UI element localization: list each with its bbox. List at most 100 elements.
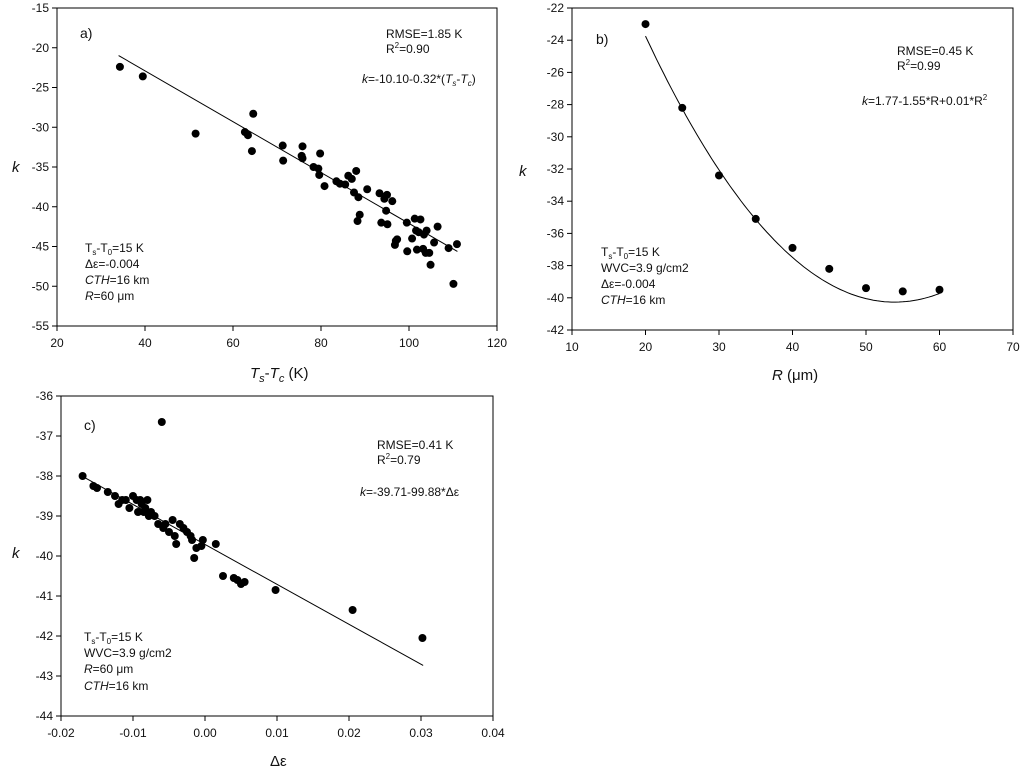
- panel-b-ylabel: k: [519, 163, 528, 180]
- panel-a-ytick-label: -35: [32, 160, 50, 174]
- panel-a-point: [191, 129, 200, 138]
- panel-b-xtick-label: 50: [859, 340, 873, 354]
- panel-a-ytick-label: -25: [32, 81, 50, 95]
- panel-b-cond-deps: Δε=-0.004: [601, 277, 656, 291]
- panel-b-point: [862, 284, 870, 293]
- panel-a-point: [382, 206, 391, 215]
- panel-a-point: [408, 234, 417, 243]
- panel-c-xtick-label: 0.01: [265, 726, 289, 740]
- panel-c-ytick-label: -44: [36, 709, 54, 723]
- panel-c-cond-cth: CTH=16 km: [84, 679, 148, 693]
- panel-a-point: [316, 149, 325, 158]
- panel-c-point: [418, 634, 427, 642]
- panel-b-cond-wvc: WVC=3.9 g/cm2: [601, 261, 689, 275]
- panel-c-point: [168, 516, 177, 524]
- panel-a-point: [352, 166, 361, 175]
- panel-a-point: [115, 62, 124, 71]
- panel-a-point: [449, 279, 458, 288]
- panel-a-ylabel: k: [12, 159, 21, 176]
- panel-b-ytick-label: -24: [547, 33, 565, 47]
- panel-a-ytick-label: -20: [32, 41, 50, 55]
- panel-c-point: [211, 540, 220, 548]
- panel-c-cond-wvc: WVC=3.9 g/cm2: [84, 646, 172, 660]
- panel-a-ytick-label: -15: [32, 1, 50, 15]
- panel-c-r2: R2=0.79: [377, 452, 421, 467]
- panel-a-point: [416, 215, 425, 224]
- panel-a-point: [422, 226, 431, 235]
- panel-b-ytick-label: -26: [547, 65, 565, 79]
- panel-a-point: [452, 240, 461, 249]
- panel-c-ytick-label: -37: [36, 429, 54, 443]
- panel-c-point: [141, 504, 150, 512]
- panel-c-cond-r: R=60 μm: [84, 662, 133, 676]
- panel-b-ytick-label: -38: [547, 259, 565, 273]
- panel-a-point: [298, 154, 307, 163]
- panel-a-xtick-label: 20: [50, 336, 64, 350]
- panel-c-point: [197, 542, 206, 550]
- panel-b: -22 -24 -26 -28 -30 -32 -34 -36 -38 -40 -42 10 20 30…: [519, 1, 1020, 384]
- panel-b-ytick-label: -22: [547, 1, 565, 15]
- panel-a-point: [314, 164, 323, 173]
- panel-a-xtick-label: 120: [487, 336, 507, 350]
- panel-c-yticks: -36 -37 -38 -39 -40 -41 -42 -43 -44: [36, 389, 61, 723]
- panel-a-point: [347, 174, 356, 183]
- panel-c-point: [271, 586, 280, 594]
- panel-a-point: [279, 156, 288, 165]
- panel-c-xtick-label: -0.01: [119, 726, 147, 740]
- panel-a-label: a): [80, 25, 92, 41]
- panel-c-xticks: -0.02 -0.01 0.00 0.01 0.02 0.03 0.04: [47, 716, 505, 740]
- panel-b-point: [678, 103, 687, 112]
- panel-a: -15 -20 -25 -30 -35 -40 -45 -50 -55 20 40 60 80 100 1…: [12, 1, 507, 385]
- panel-a-point: [243, 131, 252, 140]
- panel-a-point: [249, 109, 258, 118]
- panel-a-cond-r: R=60 μm: [85, 289, 134, 303]
- panel-c-xtick-label: 0.04: [481, 726, 505, 740]
- panel-a-r2: R2=0.90: [386, 41, 430, 56]
- panel-a-point: [383, 220, 392, 229]
- panel-b-xlabel: R (μm): [772, 367, 818, 384]
- panel-a-yticks: -15 -20 -25 -30 -35 -40 -45 -50 -55: [32, 1, 57, 333]
- panel-a-point: [341, 180, 350, 189]
- panel-b-xtick-label: 70: [1006, 340, 1020, 354]
- panel-b-point: [641, 20, 650, 29]
- panel-b-r2: R2=0.99: [897, 58, 941, 73]
- panel-a-ytick-label: -55: [32, 319, 50, 333]
- panel-c-label: c): [84, 417, 96, 433]
- panel-b-cond-cth: CTH=16 km: [601, 293, 665, 307]
- panel-b-xtick-label: 20: [639, 340, 653, 354]
- panel-c-point: [219, 572, 227, 580]
- panel-b-rmse: RMSE=0.45 K: [897, 44, 973, 58]
- panel-c-point: [134, 508, 143, 516]
- panel-c-ytick-label: -38: [36, 469, 54, 483]
- panel-b-label: b): [596, 31, 608, 47]
- panel-c-point: [157, 418, 166, 426]
- panel-a-cond-ts: Ts-T0=15 K: [85, 241, 144, 257]
- panel-c-fit-line: [82, 476, 424, 666]
- panel-a-point: [412, 245, 421, 254]
- panel-b-ytick-label: -34: [547, 194, 565, 208]
- panel-b-ytick-label: -32: [547, 162, 565, 176]
- panel-b-ytick-label: -40: [547, 291, 565, 305]
- panel-a-point: [298, 142, 307, 151]
- panel-c-point: [93, 484, 101, 492]
- panel-c-point: [125, 504, 134, 512]
- panel-b-fit-curve: [645, 35, 940, 303]
- panel-a-xlabel: Ts-Tc (K): [250, 365, 309, 385]
- panel-a-point: [433, 222, 442, 231]
- panel-b-ytick-label: -36: [547, 226, 565, 240]
- panel-a-point: [363, 185, 372, 194]
- panel-a-point: [403, 247, 412, 256]
- panel-c-xtick-label: 0.02: [337, 726, 361, 740]
- panel-c-ylabel: k: [12, 545, 21, 562]
- panel-c-point: [190, 554, 199, 562]
- panel-a-xtick-label: 60: [226, 336, 240, 350]
- panel-a-fit-line: [118, 55, 458, 252]
- panel-b-point: [715, 171, 723, 180]
- panel-c-point: [103, 488, 112, 496]
- panel-c-point: [121, 496, 130, 504]
- panel-c-xtick-label: -0.02: [47, 726, 75, 740]
- panel-a-point: [388, 197, 397, 206]
- panel-a-point: [377, 218, 386, 227]
- panel-a-point: [375, 189, 384, 198]
- panel-a-point: [315, 170, 324, 179]
